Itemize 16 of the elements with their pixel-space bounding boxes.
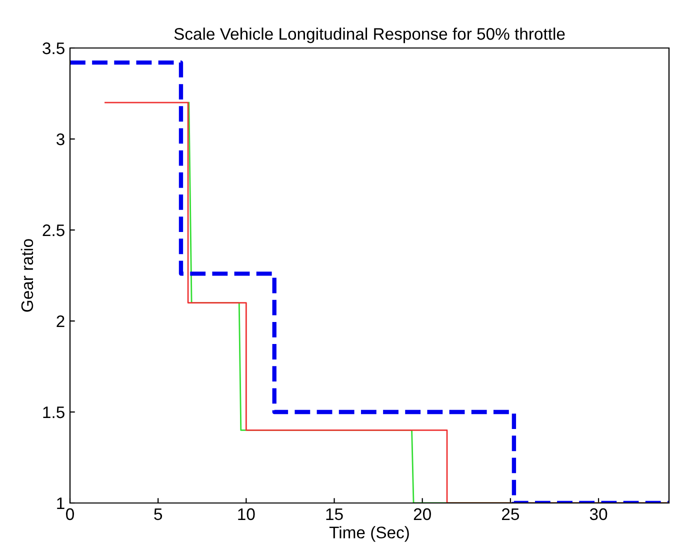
x-tick-label: 5 — [154, 508, 162, 520]
x-axis-title: Time (Sec) — [329, 526, 409, 542]
y-tick-label: 2 — [56, 315, 64, 328]
x-tick-label: 0 — [66, 508, 74, 520]
y-axis-title: Gear ratio — [20, 239, 34, 312]
x-tick-label: 30 — [590, 508, 608, 520]
y-tick-label: 1.5 — [43, 406, 64, 418]
x-tick-label: 10 — [238, 508, 255, 520]
x-tick-label: 15 — [326, 508, 343, 520]
y-tick-label: 3.5 — [42, 42, 64, 54]
y-tick-label: 1 — [57, 498, 64, 510]
x-tick-label: 25 — [502, 508, 520, 520]
y-tick-label: 2.5 — [42, 224, 64, 236]
chart-title: Scale Vehicle Longitudinal Response for 50% throttle — [174, 28, 565, 44]
x-tick-label: 20 — [414, 508, 431, 520]
y-tick-label: 3 — [56, 133, 64, 146]
